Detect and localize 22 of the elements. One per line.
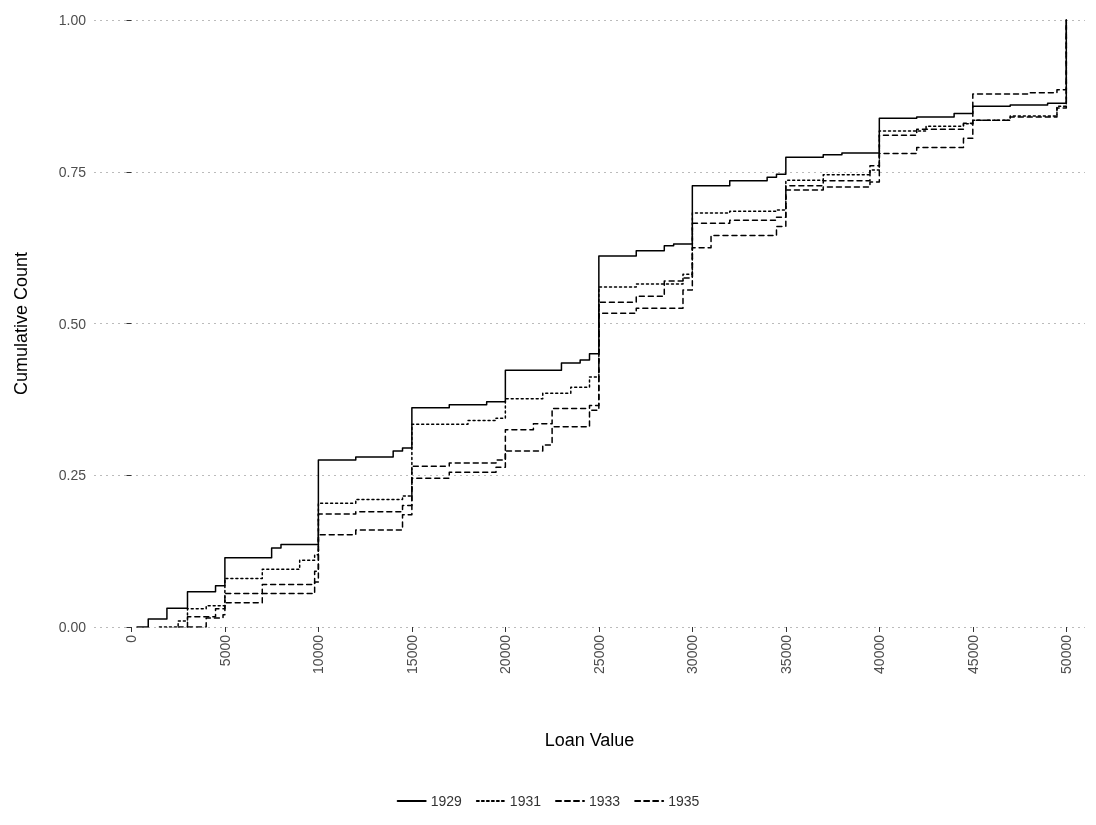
y-tick-label: 0.75 <box>58 163 87 180</box>
x-tick-label: 45000 <box>964 634 981 674</box>
y-tick-label: 0.50 <box>58 315 87 332</box>
x-tick-label: 30000 <box>684 634 701 674</box>
y-axis-title: Cumulative Count <box>11 251 31 396</box>
legend-label: 1935 <box>668 793 700 809</box>
y-tick-label: 1.00 <box>58 12 87 28</box>
y-tick-label: 0.25 <box>58 467 87 484</box>
x-tick-label: 50000 <box>1058 634 1075 674</box>
legend-label: 1931 <box>509 793 542 809</box>
x-tick-label: 35000 <box>777 634 794 674</box>
x-tick-label: 25000 <box>590 634 607 674</box>
x-tick-label: 10000 <box>310 634 327 674</box>
x-tick-label: 15000 <box>403 634 420 674</box>
legend-label: 1929 <box>430 793 463 809</box>
x-axis-title: Loan Value <box>544 730 635 750</box>
x-tick-label: 0 <box>123 634 140 643</box>
x-tick-label: 20000 <box>497 634 514 674</box>
x-tick-label: 5000 <box>216 634 233 667</box>
x-tick-label: 40000 <box>871 634 888 674</box>
legend-label: 1933 <box>589 793 621 809</box>
y-tick-label: 0.00 <box>58 619 87 635</box>
